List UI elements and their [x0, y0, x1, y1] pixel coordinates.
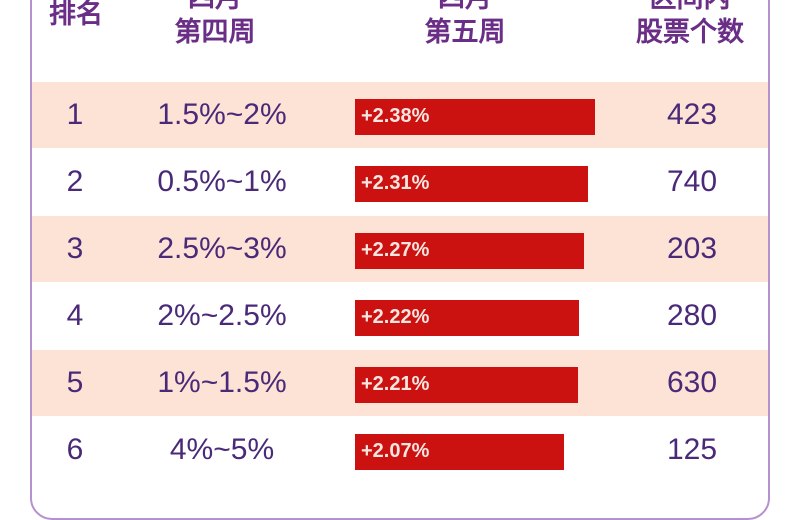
- count-cell: 423: [666, 98, 718, 131]
- bar-value-label: +2.31%: [361, 172, 430, 194]
- bar-value-label: +2.22%: [361, 306, 430, 328]
- header-count: 区间内 股票个数: [605, 0, 775, 50]
- header-week4: 四月 第四周: [140, 0, 290, 50]
- header-week5-line2: 第五周: [424, 17, 506, 48]
- bar-value-label: +2.27%: [361, 239, 430, 261]
- table-row: 3 2.5%~3% +2.27% 203: [32, 216, 768, 282]
- value-bar: +2.22%: [355, 300, 579, 336]
- bar-value-label: +2.38%: [361, 105, 430, 127]
- count-cell: 630: [666, 366, 718, 399]
- table-row: 2 0.5%~1% +2.31% 740: [32, 149, 768, 215]
- count-cell: 125: [666, 433, 718, 466]
- rank-cell: 3: [66, 232, 84, 265]
- rank-cell: 4: [66, 299, 84, 332]
- count-cell: 203: [666, 232, 718, 265]
- value-bar: +2.21%: [355, 367, 578, 403]
- header-week4-line2: 第四周: [174, 17, 256, 48]
- table-row: 1 1.5%~2% +2.38% 423: [32, 82, 768, 148]
- rank-cell: 6: [66, 433, 84, 466]
- table-row: 5 1%~1.5% +2.21% 630: [32, 350, 768, 416]
- header-count-line1: 区间内: [605, 0, 775, 16]
- value-bar: +2.07%: [355, 434, 564, 470]
- header-week5-line1: 四月: [390, 0, 540, 16]
- range-cell: 2%~2.5%: [157, 299, 287, 332]
- bar-value-label: +2.07%: [361, 440, 430, 462]
- table-row: 6 4%~5% +2.07% 125: [32, 417, 768, 483]
- table-row: 4 2%~2.5% +2.22% 280: [32, 283, 768, 349]
- range-cell: 0.5%~1%: [157, 165, 287, 198]
- count-cell: 740: [666, 165, 718, 198]
- value-bar: +2.31%: [355, 166, 588, 202]
- header-week5: 四月 第五周: [390, 0, 540, 50]
- range-cell: 4%~5%: [169, 433, 275, 466]
- rank-cell: 5: [66, 366, 84, 399]
- header-count-line2: 股票个数: [636, 17, 744, 48]
- rank-cell: 1: [66, 98, 84, 131]
- range-cell: 2.5%~3%: [157, 232, 287, 265]
- bar-value-label: +2.21%: [361, 373, 430, 395]
- range-cell: 1%~1.5%: [157, 366, 287, 399]
- header-rank: 排名: [49, 0, 103, 30]
- table-header: 排名 四月 第四周 四月 第五周 区间内 股票个数: [0, 0, 800, 80]
- header-week4-line1: 四月: [140, 0, 290, 16]
- value-bar: +2.38%: [355, 99, 595, 135]
- value-bar: +2.27%: [355, 233, 584, 269]
- count-cell: 280: [666, 299, 718, 332]
- rank-cell: 2: [66, 165, 84, 198]
- range-cell: 1.5%~2%: [157, 98, 287, 131]
